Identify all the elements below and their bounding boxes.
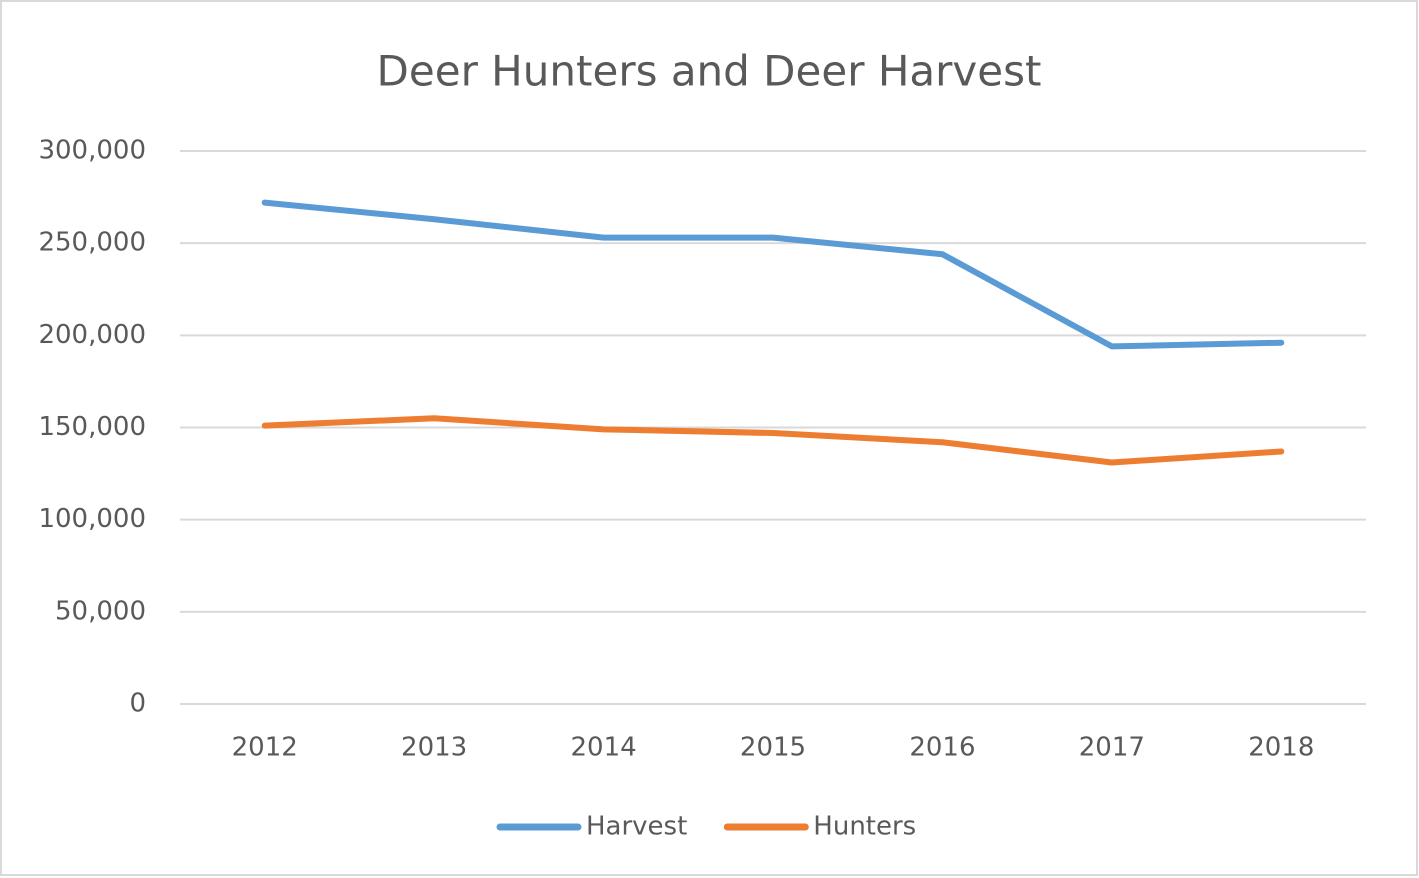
x-tick-label: 2017 — [1079, 733, 1145, 763]
y-tick-label: 150,000 — [38, 412, 146, 442]
series-line — [261, 199, 1285, 350]
x-tick-label: 2015 — [740, 733, 806, 763]
series-line — [261, 415, 1285, 466]
legend-label: Harvest — [586, 812, 687, 842]
y-tick-label: 250,000 — [38, 228, 146, 258]
y-tick-label: 0 — [129, 689, 146, 719]
y-tick-label: 300,000 — [38, 136, 146, 166]
x-tick-label: 2018 — [1248, 733, 1314, 763]
y-tick-label: 100,000 — [38, 504, 146, 534]
y-tick-label: 50,000 — [55, 596, 146, 626]
x-tick-label: 2013 — [401, 733, 467, 763]
y-tick-label: 200,000 — [38, 320, 146, 350]
x-tick-label: 2012 — [232, 733, 298, 763]
x-tick-label: 2016 — [909, 733, 975, 763]
chart-title: Deer Hunters and Deer Harvest — [377, 47, 1042, 96]
x-tick-label: 2014 — [570, 733, 636, 763]
legend-label: Hunters — [813, 812, 916, 842]
